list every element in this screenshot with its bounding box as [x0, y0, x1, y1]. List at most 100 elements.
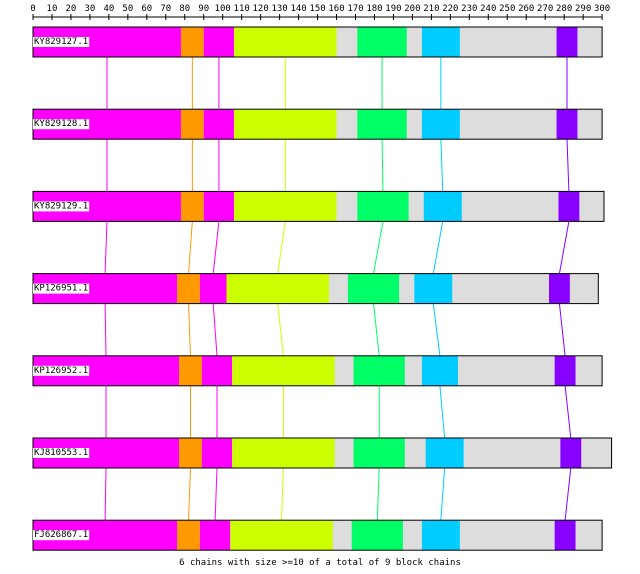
block-connector	[104, 303, 107, 356]
conserved-block	[203, 191, 235, 222]
block-connector	[564, 385, 572, 439]
block-connector	[439, 385, 446, 439]
block-connector	[214, 467, 218, 521]
conserved-block	[180, 109, 204, 140]
axis-tick-label: 180	[366, 4, 382, 14]
block-connector	[277, 221, 286, 274]
conserved-block	[234, 191, 337, 222]
conserved-block	[353, 355, 405, 386]
sequence-id-label: KY829127.1	[34, 37, 88, 47]
conserved-block	[421, 520, 460, 551]
conserved-block	[230, 520, 333, 551]
block-connector	[440, 139, 444, 192]
footer-summary: 6 chains with size >=10 of a total of 9 …	[179, 558, 461, 568]
conserved-block	[180, 191, 204, 222]
sequence-id-label: KY829129.1	[34, 201, 88, 211]
axis-tick-label: 150	[309, 4, 325, 14]
axis-tick-label: 170	[347, 4, 363, 14]
axis-tick-label: 230	[461, 4, 477, 14]
block-connector	[373, 303, 380, 356]
axis-tick-label: 80	[179, 4, 190, 14]
axis-tick-label: 70	[160, 4, 171, 14]
conserved-block	[357, 109, 407, 140]
block-connector	[104, 221, 108, 274]
axis-tick-label: 40	[103, 4, 114, 14]
conserved-block	[201, 355, 233, 386]
axis-tick-label: 100	[215, 4, 231, 14]
sequence-track: KP126951.1	[32, 273, 599, 305]
sequence-id-background	[33, 530, 90, 541]
block-connector	[432, 221, 444, 274]
sequence-track: KY829127.1	[32, 26, 603, 58]
axis-tick-label: 140	[290, 4, 306, 14]
block-connector	[188, 221, 193, 274]
axis-tick-label: 210	[423, 4, 439, 14]
axis-tick-label: 10	[47, 4, 58, 14]
conserved-block	[421, 27, 460, 57]
axis-tick-label: 20	[66, 4, 77, 14]
axis-tick-label: 260	[518, 4, 534, 14]
axis-tick-label: 0	[30, 4, 35, 14]
sequence-id-background	[33, 119, 90, 130]
position-axis: 0 10 20 30 40 50 60 70 80 90 100 110 120 130 140 150 160…	[30, 4, 610, 20]
conserved-block	[357, 27, 407, 57]
axis-tick-label: 110	[234, 4, 250, 14]
axis-tick-label: 220	[442, 4, 458, 14]
axis-tick-label: 120	[253, 4, 269, 14]
sequence-track: KY829129.1	[32, 190, 605, 222]
axis-tick-label: 270	[537, 4, 553, 14]
conserved-block	[556, 109, 578, 140]
conserved-block	[179, 438, 202, 468]
conserved-block	[232, 438, 335, 468]
block-connector	[188, 303, 191, 356]
axis-tick-label: 160	[328, 4, 344, 14]
block-connector	[281, 467, 284, 521]
axis-tick-label: 30	[84, 4, 95, 14]
conserved-block	[232, 355, 335, 386]
block-connector	[566, 139, 570, 192]
sequence-id-background	[33, 201, 90, 212]
block-connector	[277, 303, 284, 356]
axis-tick-label: 250	[499, 4, 515, 14]
conserved-block	[201, 438, 233, 468]
conserved-block	[421, 109, 460, 140]
conserved-block	[177, 520, 200, 551]
axis-tick-label: 130	[271, 4, 287, 14]
conserved-block	[556, 27, 578, 57]
block-connector	[104, 467, 107, 521]
conserved-block	[421, 355, 458, 386]
block-connector	[558, 303, 566, 356]
conserved-block	[351, 520, 403, 551]
conserved-block	[560, 438, 582, 468]
axis-tick-label: 300	[594, 4, 610, 14]
conserved-block	[179, 355, 202, 386]
sequence-id-label: KP126951.1	[34, 284, 88, 294]
block-connector	[212, 303, 218, 356]
block-connector	[558, 221, 570, 274]
axis-tick-label: 50	[122, 4, 133, 14]
axis-tick-label: 60	[141, 4, 152, 14]
block-connector	[212, 221, 220, 274]
sequence-id-background	[33, 37, 90, 47]
sequence-track: KY829128.1	[32, 108, 603, 140]
conserved-block	[353, 438, 405, 468]
conserved-block	[548, 273, 570, 304]
conserved-block	[414, 273, 453, 304]
conserved-block	[203, 27, 235, 57]
sequence-id-background	[33, 283, 90, 294]
conserved-block	[234, 109, 337, 140]
conserved-block	[558, 191, 580, 222]
block-connector	[440, 467, 446, 521]
sequence-track: KJ810553.1	[32, 437, 613, 469]
conserved-block	[554, 520, 576, 551]
block-connector	[376, 467, 380, 521]
sequence-track: FJ626867.1	[32, 519, 603, 551]
sequence-id-background	[33, 365, 90, 376]
conserved-block	[226, 273, 329, 304]
conserved-block	[554, 355, 576, 386]
block-connector	[381, 139, 384, 192]
axis-tick-label: 240	[480, 4, 496, 14]
conserved-block	[234, 27, 337, 57]
block-connector	[188, 467, 191, 521]
